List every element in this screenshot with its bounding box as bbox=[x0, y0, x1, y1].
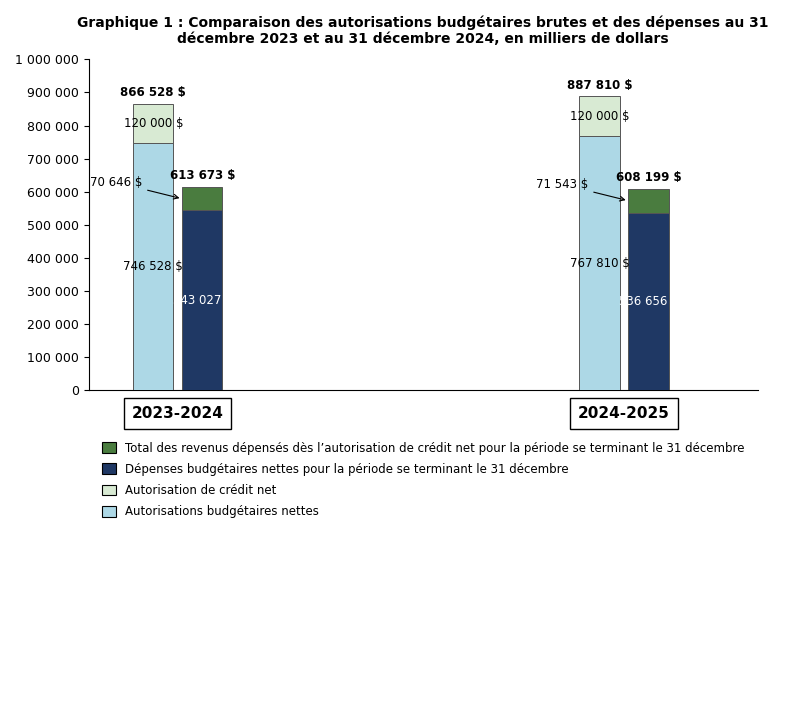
Text: 71 543 $: 71 543 $ bbox=[536, 178, 625, 201]
Text: 120 000 $: 120 000 $ bbox=[569, 110, 629, 123]
Legend: Total des revenus dépensés dès l’autorisation de crédit net pour la période se t: Total des revenus dépensés dès l’autoris… bbox=[96, 436, 751, 525]
Text: 536 656 $: 536 656 $ bbox=[619, 295, 678, 308]
Bar bbox=[182, 187, 223, 210]
Bar bbox=[580, 97, 619, 136]
Bar bbox=[628, 189, 668, 213]
Bar bbox=[133, 104, 174, 143]
Bar bbox=[182, 210, 223, 390]
Text: 70 646 $: 70 646 $ bbox=[90, 176, 178, 199]
Text: 613 673 $: 613 673 $ bbox=[170, 169, 235, 182]
Text: 746 528 $: 746 528 $ bbox=[124, 260, 183, 273]
Text: 543 027 $: 543 027 $ bbox=[173, 294, 232, 307]
Text: 887 810 $: 887 810 $ bbox=[567, 78, 632, 92]
Bar bbox=[580, 136, 619, 390]
Title: Graphique 1 : Comparaison des autorisations budgétaires brutes et des dépenses a: Graphique 1 : Comparaison des autorisati… bbox=[78, 15, 769, 46]
Text: 767 810 $: 767 810 $ bbox=[569, 256, 630, 270]
Text: 120 000 $: 120 000 $ bbox=[124, 117, 183, 130]
Bar bbox=[133, 143, 174, 390]
Bar bbox=[628, 213, 668, 390]
Text: 866 528 $: 866 528 $ bbox=[121, 85, 186, 99]
Text: 608 199 $: 608 199 $ bbox=[615, 171, 681, 184]
